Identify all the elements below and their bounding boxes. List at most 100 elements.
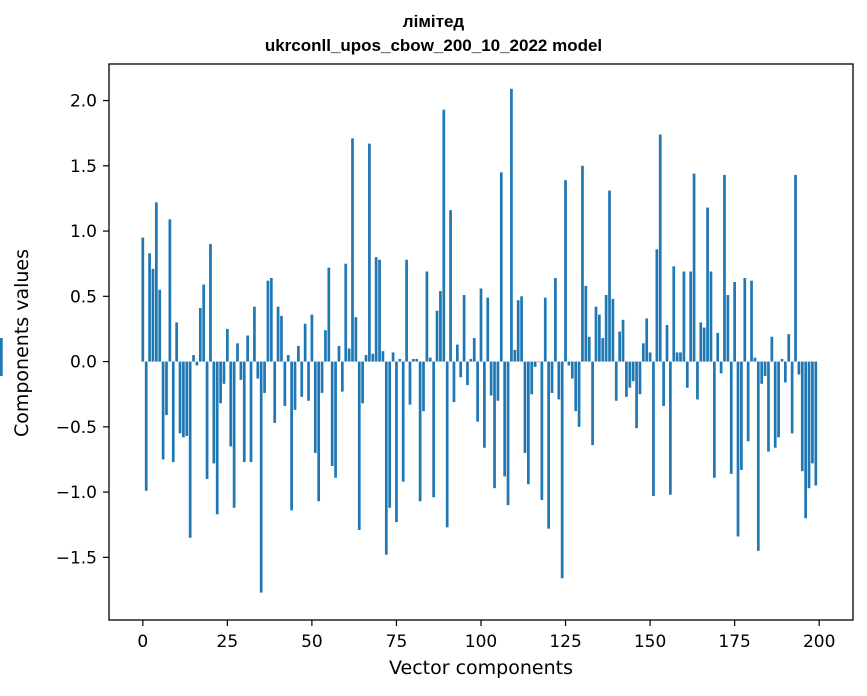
bar-69 (374, 257, 378, 362)
bar-185 (767, 361, 770, 452)
bar-29 (239, 361, 243, 380)
bar-37 (266, 280, 270, 362)
bar-4 (154, 202, 158, 362)
y-tick-label-0: 0.0 (70, 353, 97, 373)
bar-180 (750, 280, 753, 362)
bar-1 (144, 361, 148, 491)
bar-110 (513, 349, 517, 362)
bar-100 (479, 288, 483, 362)
bar-80 (412, 358, 415, 362)
bar-149 (645, 318, 649, 362)
bar-170 (716, 332, 720, 362)
bar-145 (631, 361, 635, 382)
bar-20 (209, 244, 212, 362)
bar-114 (526, 361, 530, 485)
bar-60 (344, 263, 348, 362)
bar-107 (503, 361, 507, 477)
y-tick-label-0.5: 0.5 (70, 287, 97, 307)
bar-90 (445, 361, 449, 528)
bar-187 (773, 361, 777, 448)
x-tick-label-0: 0 (137, 632, 148, 652)
bar-41 (280, 315, 283, 362)
bar-34 (256, 361, 260, 379)
bar-16 (195, 361, 199, 366)
bar-36 (263, 361, 266, 393)
bar-56 (330, 361, 334, 466)
bar-22 (215, 361, 219, 515)
bar-158 (675, 352, 679, 362)
bar-166 (702, 327, 706, 362)
bar-91 (449, 210, 452, 362)
bar-150 (648, 352, 652, 362)
bar-155 (665, 325, 669, 362)
bar-42 (283, 361, 287, 406)
bar-series (0, 88, 818, 593)
bar-62 (351, 138, 354, 362)
bar-18 (202, 284, 206, 362)
bar-75 (395, 361, 398, 523)
bar-77 (401, 361, 405, 482)
bar-9 (171, 361, 175, 463)
bar-31 (246, 335, 250, 362)
bar-81 (415, 358, 419, 362)
bar-13 (185, 361, 189, 436)
bar-186 (770, 336, 774, 362)
bar-113 (523, 361, 527, 453)
bar-101 (483, 361, 486, 448)
bar-126 (567, 361, 571, 366)
bar-83 (422, 361, 425, 412)
bar-141 (618, 331, 622, 362)
bar-55 (327, 267, 331, 362)
bar-154 (662, 361, 665, 406)
bar-111 (516, 300, 520, 362)
bar-24 (222, 361, 226, 384)
bar-66 (364, 355, 368, 362)
y-tick-label--0.5: −0.5 (56, 418, 97, 438)
bar-97 (469, 358, 473, 362)
bar-188 (777, 361, 780, 438)
y-axis: −1.5 −1.0 −0.5 0.0 0.5 1.0 1.5 2.0 (56, 92, 109, 568)
bar-125 (564, 180, 567, 362)
x-tick-label-75: 75 (386, 632, 408, 652)
bar-135 (598, 314, 601, 362)
y-tick-label--1.5: −1.5 (56, 548, 97, 568)
bar-10 (175, 322, 178, 362)
bar-96 (466, 361, 469, 386)
bar-108 (506, 361, 510, 506)
bar-73 (388, 361, 392, 508)
bar-17 (198, 308, 202, 362)
bar-71 (381, 351, 385, 362)
bar-39 (273, 361, 277, 423)
bar-130 (581, 165, 584, 362)
bar-169 (712, 361, 716, 478)
bar-0 (141, 237, 145, 362)
bar-48 (303, 323, 307, 362)
bar-184 (763, 361, 767, 376)
bar-106 (499, 172, 503, 362)
bar-172 (723, 174, 726, 362)
bar-160 (682, 271, 686, 362)
y-axis-label: Components values (11, 248, 33, 438)
bar-45 (293, 361, 297, 410)
bar-44 (290, 361, 293, 511)
chart-title-line-1: лімітед (402, 12, 465, 31)
bar-143 (625, 361, 628, 397)
bar-190 (784, 361, 787, 383)
bar-156 (669, 361, 672, 495)
y-tick-label-2: 2.0 (70, 92, 97, 112)
bar-161 (685, 361, 689, 388)
bar-120 (547, 361, 550, 529)
bar-109 (510, 88, 513, 362)
bar-32 (249, 361, 253, 463)
bar-6 (161, 361, 165, 460)
bar-115 (530, 361, 534, 395)
bar-151 (652, 361, 655, 497)
bar-138 (608, 190, 611, 362)
bar-134 (594, 306, 598, 362)
bar-23 (219, 361, 222, 404)
bar-64 (357, 361, 361, 530)
bar-57 (334, 361, 337, 478)
bar-116 (533, 361, 537, 367)
